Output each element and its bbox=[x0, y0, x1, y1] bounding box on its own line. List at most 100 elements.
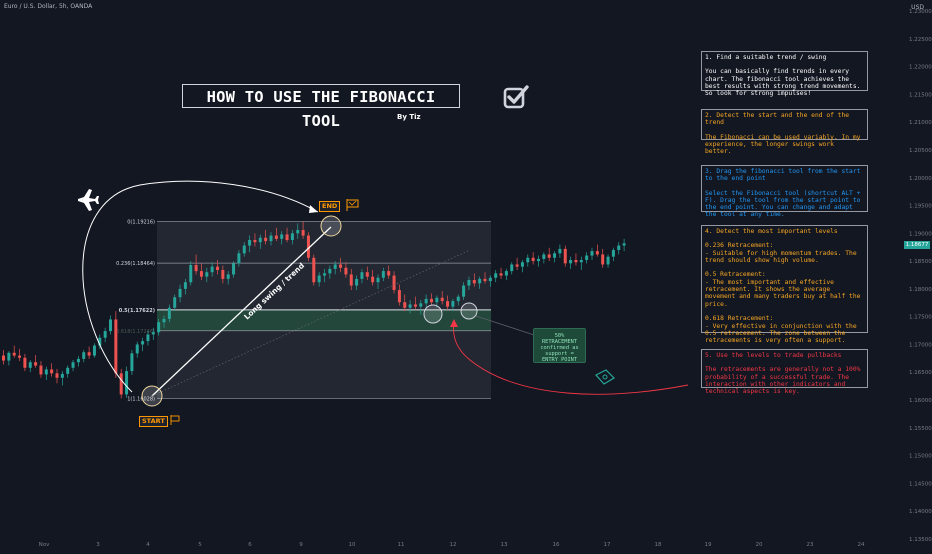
candle-body bbox=[135, 344, 139, 354]
candle-body bbox=[392, 275, 396, 290]
x-tick-label: 24 bbox=[858, 542, 865, 548]
candle-body bbox=[7, 352, 11, 361]
fibonacci-retracement[interactable]: 0(1.19216) 0.236(1.18464) 0.5(1.17622) 0.61… bbox=[116, 219, 491, 402]
candle-body bbox=[349, 274, 353, 286]
candle-body bbox=[520, 262, 524, 267]
money-icon bbox=[595, 369, 615, 385]
candle-body bbox=[141, 341, 145, 345]
candle-body bbox=[258, 237, 262, 243]
y-tick-label: 1.23000 bbox=[909, 9, 932, 15]
candle-body bbox=[226, 274, 230, 279]
candle-body bbox=[125, 371, 129, 395]
candle-body bbox=[157, 322, 161, 333]
page-title: HOW TO USE THE FIBONACCI TOOL bbox=[182, 84, 460, 130]
y-tick-label: 1.22000 bbox=[909, 65, 932, 71]
candle-body bbox=[467, 280, 471, 286]
step-1-body: You can basically find trends in every c… bbox=[705, 68, 865, 98]
candle-body bbox=[312, 257, 316, 283]
time-axis[interactable]: Nov 3 4 5 6 9 10 11 12 13 16 17 18 19 20 23 24 bbox=[39, 542, 865, 548]
end-tag: END bbox=[319, 201, 341, 212]
step-5-heading: 5. Use the levels to trade pullbacks bbox=[705, 352, 842, 359]
candle-body bbox=[34, 362, 38, 366]
step-5-panel: 5. Use the levels to trade pullbacks The … bbox=[701, 349, 868, 395]
candle-body bbox=[365, 272, 369, 277]
candle-body bbox=[317, 275, 321, 283]
y-tick-label: 1.16000 bbox=[909, 398, 932, 404]
x-tick-label: 4 bbox=[146, 542, 150, 548]
y-tick-label: 1.21000 bbox=[909, 120, 932, 126]
candle-body bbox=[360, 272, 364, 279]
candle-body bbox=[98, 337, 102, 346]
retracement-callout: 50% RETRACEMENT confirmed as support = E… bbox=[533, 328, 586, 363]
y-tick-label: 1.17000 bbox=[909, 342, 932, 348]
candle-body bbox=[585, 255, 589, 260]
x-tick-label: 3 bbox=[96, 542, 100, 548]
candle-body bbox=[440, 297, 444, 302]
x-tick-label: 9 bbox=[299, 542, 303, 548]
candle-body bbox=[510, 264, 514, 272]
byline: By Tiz bbox=[397, 113, 421, 121]
candle-body bbox=[617, 245, 621, 250]
swing-arc-arrowhead bbox=[309, 205, 318, 213]
candle-body bbox=[253, 240, 257, 243]
candle-body bbox=[28, 362, 32, 368]
candle-body bbox=[189, 265, 193, 283]
candle-body bbox=[280, 234, 284, 239]
y-tick-label: 1.16500 bbox=[909, 370, 932, 376]
y-tick-label: 1.17500 bbox=[909, 315, 932, 321]
y-tick-label: 1.19500 bbox=[909, 204, 932, 210]
step-4-body: 0.236 Retracement: - Suitable for high m… bbox=[705, 242, 861, 345]
candle-body bbox=[606, 256, 610, 265]
candle-body bbox=[622, 243, 626, 246]
candle-body bbox=[579, 260, 583, 263]
candle-body bbox=[290, 233, 294, 240]
candle-body bbox=[344, 267, 348, 275]
airplane-icon bbox=[78, 189, 99, 211]
candle-body bbox=[210, 266, 214, 273]
candle-body bbox=[403, 302, 407, 308]
candles bbox=[2, 221, 626, 399]
step-4-panel: 4. Detect the most important levels 0.236… bbox=[701, 225, 868, 344]
x-tick-label: 5 bbox=[198, 542, 202, 548]
candle-body bbox=[456, 296, 460, 302]
step-4-heading: 4. Detect the most important levels bbox=[705, 228, 838, 235]
y-tick-label: 1.21500 bbox=[909, 92, 932, 98]
checkbox-icon bbox=[503, 85, 529, 109]
candle-body bbox=[553, 253, 557, 258]
y-tick-label: 1.13500 bbox=[909, 537, 932, 543]
candle-body bbox=[569, 260, 573, 264]
candle-body bbox=[82, 352, 86, 359]
step-3-body: Select the Fibonacci tool (shortcut ALT … bbox=[705, 189, 865, 219]
candle-body bbox=[328, 268, 332, 274]
candle-body bbox=[130, 353, 134, 372]
x-tick-label: 11 bbox=[398, 542, 405, 548]
fib-level-label: 1(1.16028) bbox=[127, 396, 155, 402]
candle-body bbox=[601, 254, 605, 265]
candle-body bbox=[494, 273, 498, 278]
candle-body bbox=[178, 288, 182, 298]
price-axis[interactable]: 1.23000 1.22500 1.22000 1.21500 1.21000 1.205… bbox=[909, 9, 932, 543]
step-3-panel: 3. Drag the fibonacci tool from the star… bbox=[701, 165, 868, 218]
step-5-body: The retracements are generally not a 100… bbox=[705, 366, 865, 396]
candle-body bbox=[595, 251, 599, 255]
x-tick-label: 17 bbox=[604, 542, 611, 548]
trend-dotted-line bbox=[151, 249, 471, 397]
y-tick-label: 1.20000 bbox=[909, 176, 932, 182]
y-tick-label: 1.14500 bbox=[909, 481, 932, 487]
candle-body bbox=[563, 248, 567, 264]
swing-arc bbox=[82, 180, 319, 393]
x-tick-label: 23 bbox=[807, 542, 814, 548]
red-arrow-head bbox=[450, 319, 458, 327]
x-tick-label: 20 bbox=[756, 542, 763, 548]
x-tick-label: 10 bbox=[349, 542, 356, 548]
retest-circle-2 bbox=[460, 302, 478, 320]
candle-body bbox=[119, 373, 123, 395]
callout-connector bbox=[475, 315, 535, 336]
retest-circle-1 bbox=[423, 304, 443, 324]
candle-body bbox=[264, 237, 268, 242]
symbol-label: Euro / U.S. Dollar, 5h, OANDA bbox=[4, 3, 93, 10]
y-tick-label: 1.18500 bbox=[909, 259, 932, 265]
candle-body bbox=[205, 272, 209, 277]
